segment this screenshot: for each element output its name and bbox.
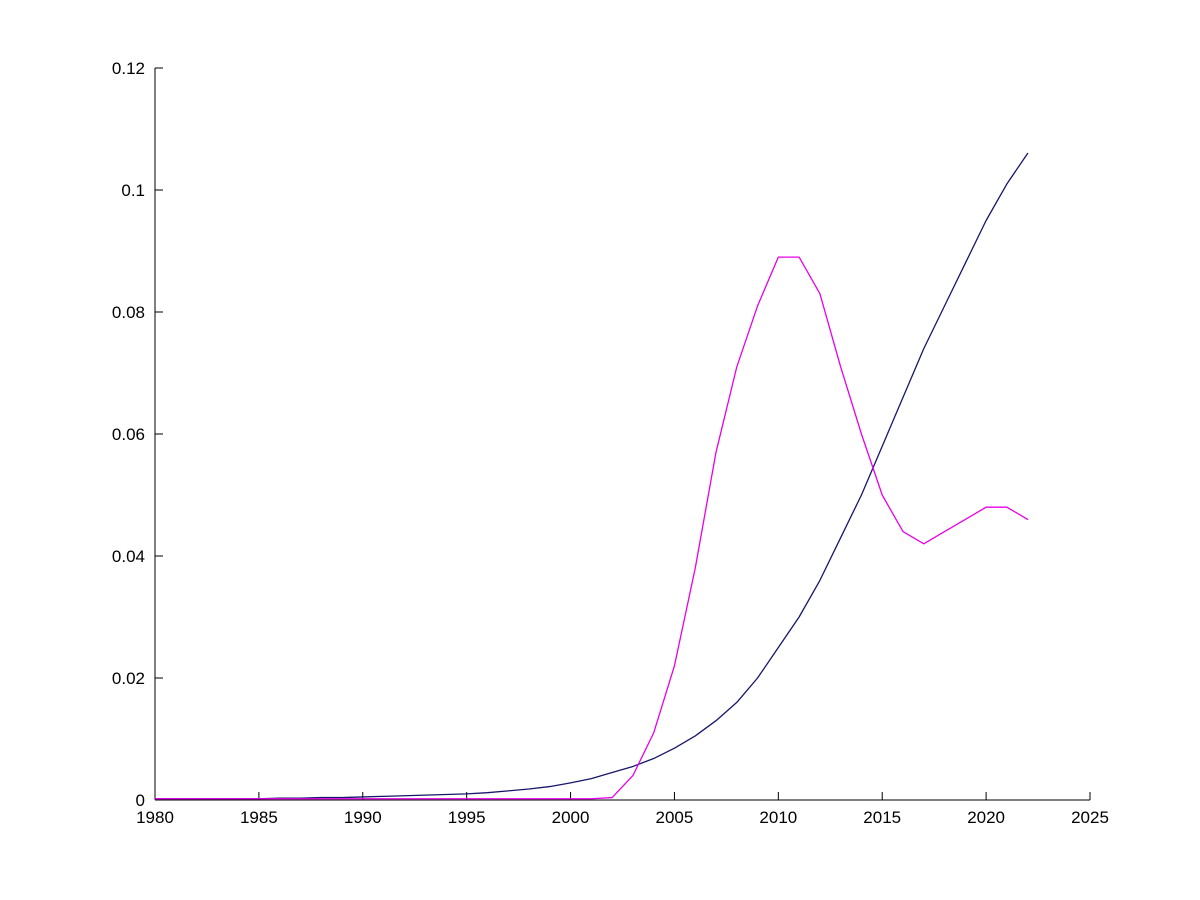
x-tick-label: 2010 (759, 808, 797, 827)
y-tick-label: 0 (136, 791, 145, 810)
y-tick-label: 0.06 (112, 425, 145, 444)
x-tick-label: 1985 (240, 808, 278, 827)
y-tick-label: 0.12 (112, 59, 145, 78)
x-tick-label: 2025 (1071, 808, 1109, 827)
y-tick-label: 0.02 (112, 669, 145, 688)
x-tick-label: 2005 (656, 808, 694, 827)
y-tick-label: 0.08 (112, 303, 145, 322)
x-tick-label: 2020 (967, 808, 1005, 827)
x-tick-label: 2015 (863, 808, 901, 827)
x-tick-label: 1990 (344, 808, 382, 827)
x-tick-label: 2000 (552, 808, 590, 827)
x-tick-label: 1980 (136, 808, 174, 827)
y-tick-label: 0.04 (112, 547, 145, 566)
dark-blue-series-line (154, 152, 1029, 800)
y-tick-label: 0.1 (121, 181, 145, 200)
magenta-series-line (154, 256, 1029, 800)
x-tick-label: 1995 (448, 808, 486, 827)
